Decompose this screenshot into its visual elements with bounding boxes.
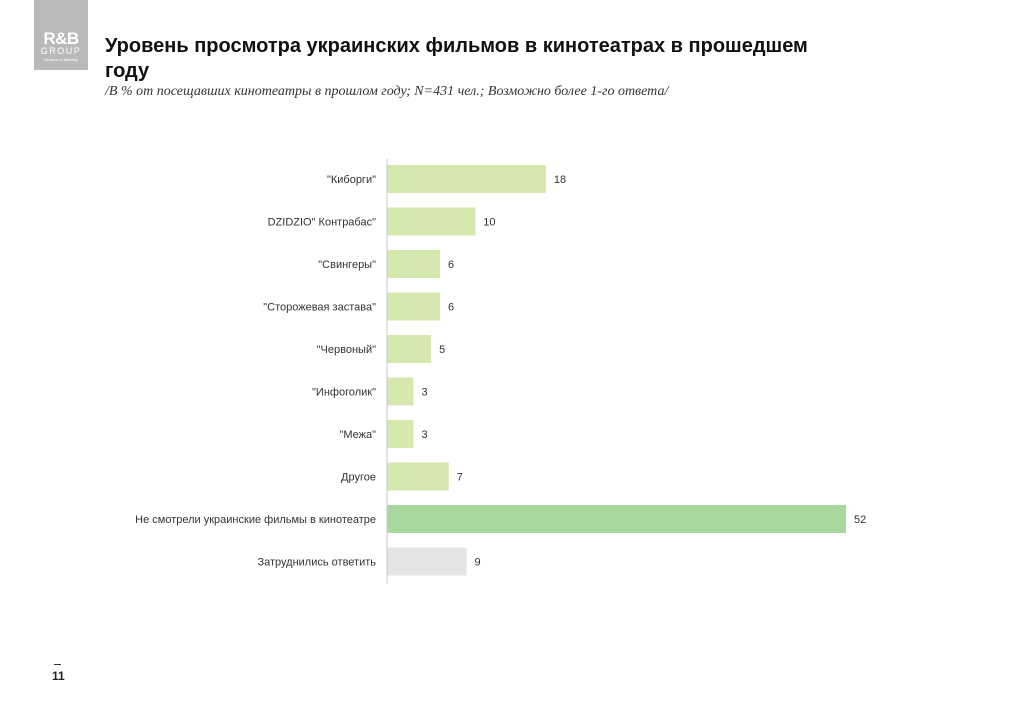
category-label: "Межа": [339, 429, 376, 441]
logo-text-tagline: Research & Branding: [44, 58, 78, 62]
category-label: Затруднились ответить: [257, 557, 376, 569]
page-number-dash: [54, 664, 61, 665]
category-label: "Червоный": [317, 344, 376, 356]
category-label: Не смотрели украинские фильмы в кинотеат…: [135, 514, 376, 526]
value-label: 6: [448, 302, 454, 314]
bar-1: [387, 207, 476, 236]
value-label: 10: [483, 217, 495, 229]
bar-4: [387, 335, 432, 363]
bar-8: [387, 505, 846, 533]
bar-2: [387, 250, 440, 278]
page-number: 11: [52, 669, 65, 683]
category-label: "Свингеры": [318, 259, 376, 271]
company-logo: R&B GROUP Research & Branding: [34, 0, 88, 70]
value-label: 18: [554, 174, 566, 186]
category-label: "Инфоголик": [312, 387, 376, 399]
category-label: DZIDZIO" Контрабас": [268, 217, 376, 229]
logo-text-main: R&B: [43, 29, 79, 48]
value-label: 52: [854, 514, 866, 526]
bar-0: [387, 165, 546, 193]
category-label: "Киборги": [327, 174, 376, 186]
value-label: 9: [474, 557, 480, 569]
bar-7: [387, 462, 449, 491]
page-title: Уровень просмотра украинских фильмов в к…: [105, 35, 808, 82]
bar-5: [387, 377, 414, 406]
value-label: 5: [439, 344, 445, 356]
bar-6: [387, 420, 414, 448]
category-label: Другое: [341, 472, 376, 484]
value-label: 6: [448, 259, 454, 271]
bar-3: [387, 292, 440, 321]
page-subtitle: /В % от посещавших кинотеатры в прошлом …: [105, 84, 669, 99]
value-label: 7: [457, 472, 463, 484]
logo-text-group: GROUP: [40, 46, 82, 56]
value-label: 3: [421, 387, 427, 399]
value-label: 3: [421, 429, 427, 441]
category-label: "Сторожевая застава": [263, 302, 376, 314]
bar-9: [387, 547, 467, 576]
